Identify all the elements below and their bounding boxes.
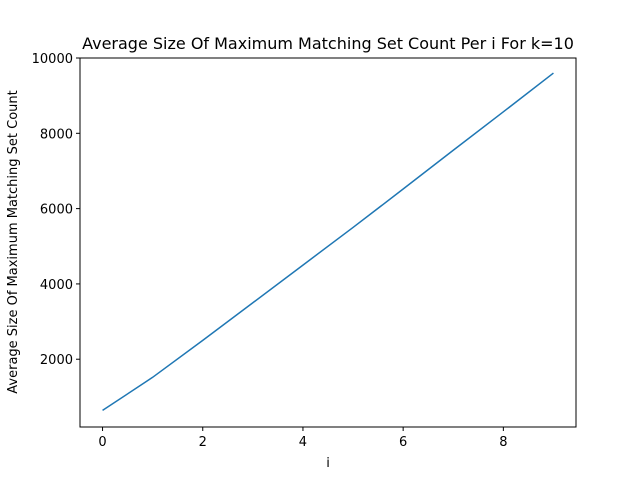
- plot-frame: [79, 57, 577, 428]
- series-line: [102, 72, 554, 412]
- x-tick-label: 6: [399, 435, 407, 450]
- y-tick-label: 2000: [40, 353, 73, 368]
- x-tick-label: 8: [499, 435, 507, 450]
- y-tick-label: 4000: [40, 278, 73, 293]
- y-axis-label: Average Size Of Maximum Matching Set Cou…: [6, 90, 21, 393]
- y-tick-label: 10000: [32, 52, 73, 67]
- x-axis-label: i: [326, 456, 330, 471]
- x-tick-label: 0: [98, 435, 106, 450]
- x-tick-label: 4: [299, 435, 307, 450]
- x-tick-label: 2: [199, 435, 207, 450]
- y-axis: 2000 4000 6000 8000 10000: [32, 52, 80, 368]
- x-axis: 0 2 4 6 8: [98, 427, 507, 450]
- chart-title: Average Size Of Maximum Matching Set Cou…: [82, 34, 574, 53]
- y-tick-label: 8000: [40, 127, 73, 142]
- y-tick-label: 6000: [40, 203, 73, 218]
